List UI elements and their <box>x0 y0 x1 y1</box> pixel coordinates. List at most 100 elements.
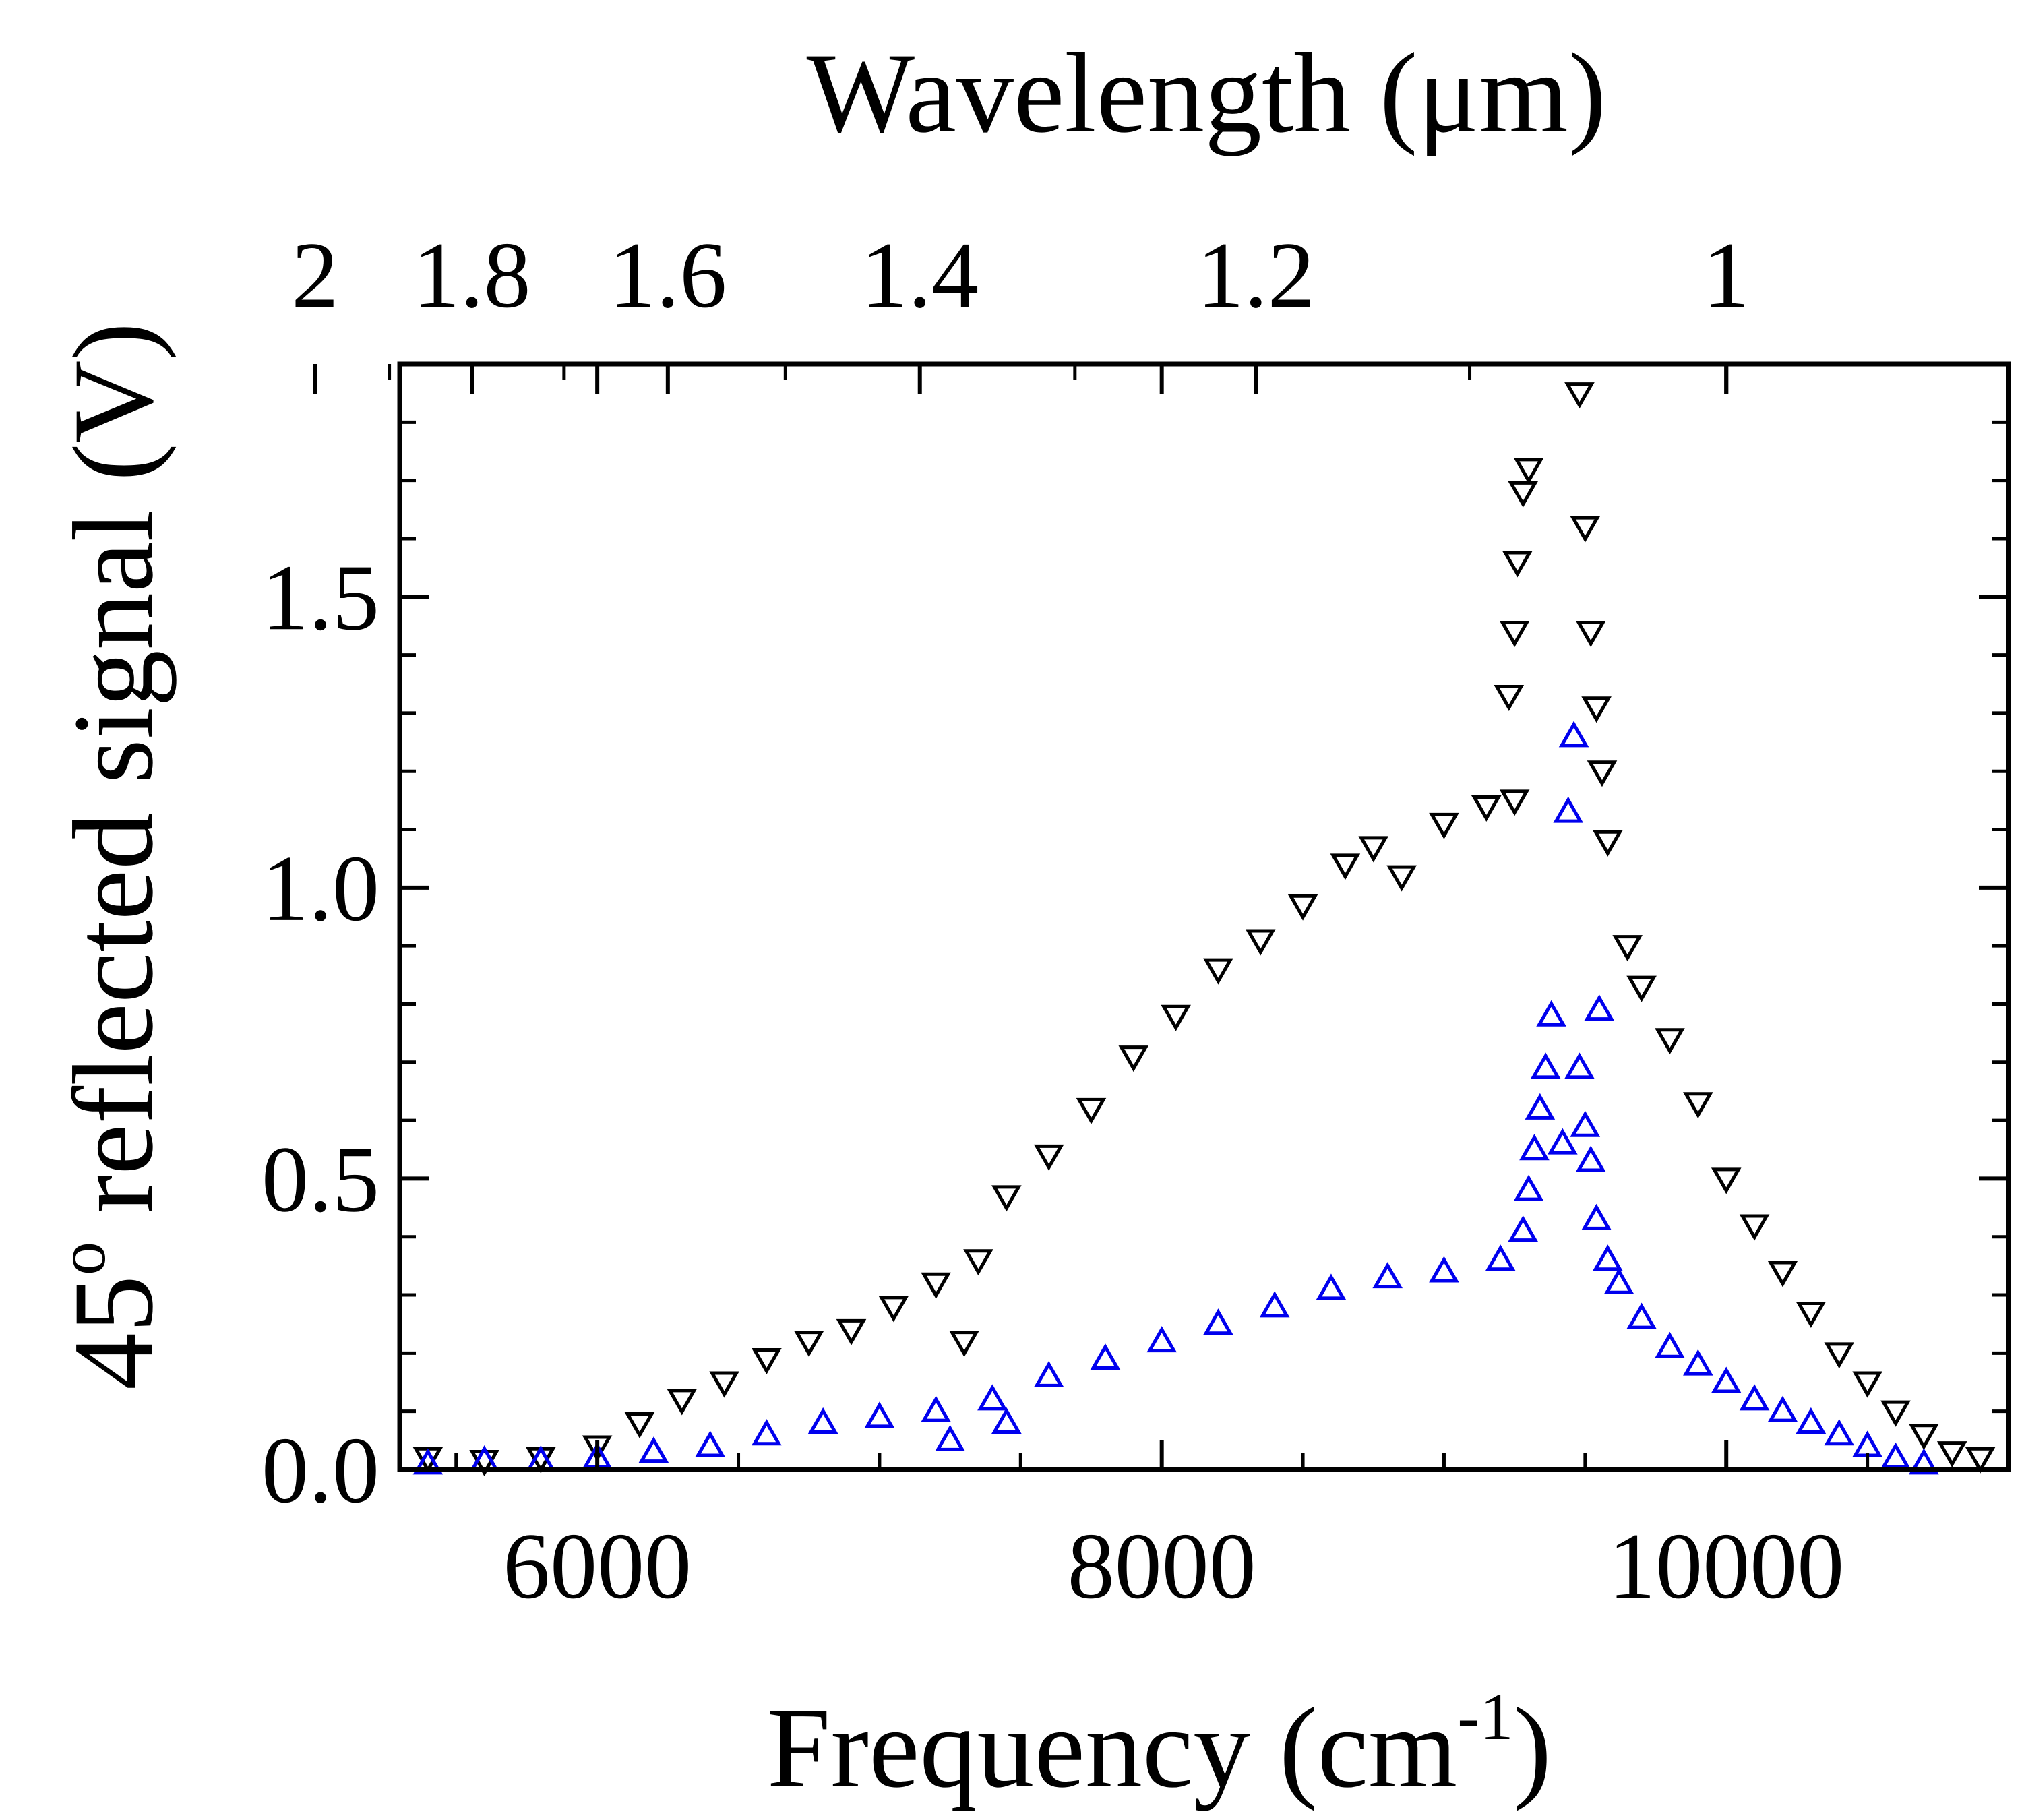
series-layer <box>412 382 1996 1477</box>
y-tick-label: 0.5 <box>262 1127 379 1232</box>
data-point <box>864 1401 895 1428</box>
data-point <box>1508 481 1539 508</box>
data-point <box>1739 1384 1770 1411</box>
data-point <box>752 1348 782 1375</box>
data-point <box>1502 551 1533 578</box>
data-point <box>1711 1366 1742 1393</box>
data-point <box>1530 1052 1561 1079</box>
data-point <box>1852 1371 1882 1398</box>
data-point <box>963 1249 993 1276</box>
data-point <box>752 1419 782 1446</box>
data-point <box>1429 1256 1459 1283</box>
data-point <box>1316 1273 1347 1300</box>
data-point <box>582 1435 613 1462</box>
data-point <box>1767 1395 1798 1422</box>
top-tick-label: 2 <box>291 223 338 328</box>
data-point <box>793 1331 824 1358</box>
data-point <box>1033 1360 1064 1387</box>
data-point <box>1494 685 1525 712</box>
data-point <box>667 1389 698 1416</box>
data-point <box>1587 760 1618 787</box>
data-point <box>991 1407 1022 1434</box>
data-point <box>1909 1448 1939 1475</box>
data-point <box>1683 1092 1713 1119</box>
data-point <box>1564 1052 1595 1079</box>
x-tick-label: 6000 <box>503 1514 692 1618</box>
data-point <box>1146 1326 1177 1353</box>
data-point <box>1519 1134 1550 1161</box>
data-point <box>935 1424 965 1451</box>
top-tick-label: 1.4 <box>861 223 979 328</box>
data-point <box>1593 1244 1623 1271</box>
data-point <box>836 1318 867 1345</box>
data-point <box>1513 1174 1544 1201</box>
data-point <box>1575 621 1606 648</box>
y-axis-title-number: 45 <box>50 1275 177 1390</box>
data-point <box>1909 1424 1939 1451</box>
x-axis-title-main: Frequency (cm <box>767 1685 1457 1811</box>
data-point <box>1584 994 1615 1021</box>
data-point <box>695 1430 725 1457</box>
x-axis-title-superscript: -1 <box>1457 1679 1513 1754</box>
x-axis-title-close: ) <box>1514 1685 1552 1811</box>
top-tick-label: 1.8 <box>413 223 531 328</box>
data-point <box>1499 789 1530 816</box>
data-point <box>1655 1331 1685 1358</box>
data-point <box>1796 1301 1827 1328</box>
data-point <box>1471 795 1502 822</box>
ticks-layer: 6000 8000 10000 0.0 0.5 1.0 1.5 2 1.8 1.6 1.4 1.2 1 <box>262 223 2011 1618</box>
data-point <box>1593 830 1623 857</box>
data-point <box>1683 1349 1713 1376</box>
data-point <box>1203 1308 1233 1335</box>
x-tick-label: 8000 <box>1068 1514 1256 1618</box>
data-point <box>1259 1291 1290 1318</box>
data-point <box>1499 621 1530 648</box>
data-point <box>638 1436 669 1463</box>
data-point <box>1796 1407 1827 1434</box>
data-point <box>807 1407 838 1434</box>
y-tick-label: 0.0 <box>262 1418 379 1523</box>
data-point <box>977 1384 1008 1411</box>
data-point <box>921 1395 951 1422</box>
data-point <box>1358 836 1389 863</box>
plot-frame <box>397 361 2011 1472</box>
data-point <box>1033 1144 1064 1171</box>
data-point <box>709 1371 739 1398</box>
data-point <box>1429 812 1459 839</box>
y-axis-title-rest: reflected signal (V) <box>50 322 177 1242</box>
data-point <box>1287 894 1318 921</box>
data-point <box>624 1412 655 1438</box>
data-point <box>1711 1167 1742 1194</box>
data-point <box>1626 975 1657 1002</box>
data-point <box>1118 1045 1149 1072</box>
data-point <box>1824 1419 1855 1446</box>
top-tick-label: 1.2 <box>1197 223 1315 328</box>
data-point <box>1076 1097 1107 1124</box>
data-point <box>1548 1128 1578 1155</box>
data-point <box>1161 1004 1191 1031</box>
data-point <box>1626 1302 1657 1329</box>
data-point <box>1575 1145 1606 1172</box>
y-axis-title: 45o reflected signal (V) <box>44 322 177 1390</box>
data-point <box>1880 1400 1911 1427</box>
data-point <box>991 1185 1022 1212</box>
data-point <box>1564 382 1595 409</box>
data-point <box>1558 721 1589 748</box>
data-point <box>412 1448 443 1475</box>
data-point <box>1603 1267 1634 1294</box>
data-point <box>1570 1110 1601 1137</box>
data-point <box>1203 958 1233 985</box>
data-point <box>1090 1343 1121 1370</box>
x-tick-label: 10000 <box>1608 1514 1844 1618</box>
data-point <box>921 1272 951 1299</box>
top-axis-title: Wavelength (μm) <box>807 30 1607 156</box>
y-tick-label: 1.5 <box>262 545 379 650</box>
data-point <box>1767 1261 1798 1287</box>
data-point <box>1852 1430 1882 1457</box>
x-axis-title: Frequency (cm-1) <box>767 1679 1552 1811</box>
data-point <box>1965 1447 1996 1474</box>
y-tick-label: 1.0 <box>262 837 379 941</box>
data-point <box>1245 929 1276 956</box>
data-point <box>1372 1262 1403 1289</box>
